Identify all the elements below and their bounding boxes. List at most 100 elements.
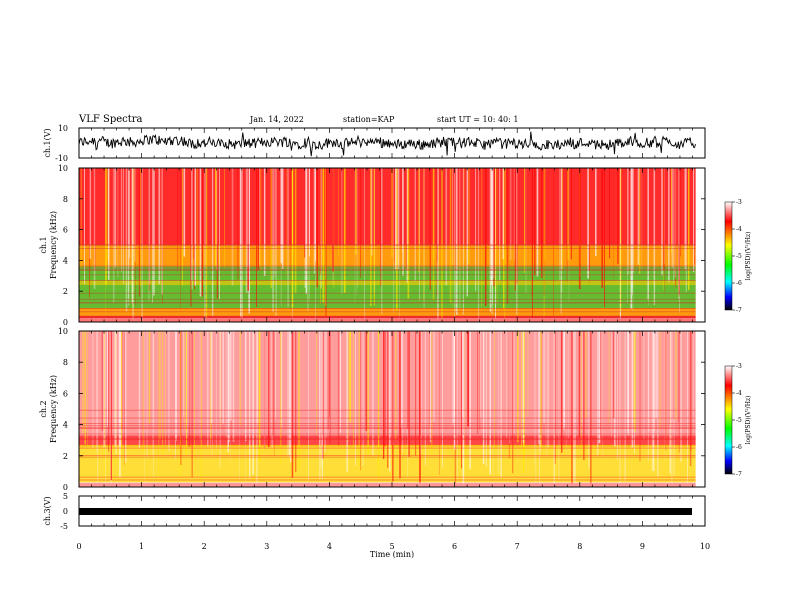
ch2-spectrogram-streak [268,331,270,448]
ch2-spectrogram-streak [657,331,659,477]
colorbar-tick--6: -6 [736,280,742,287]
ch1-spectrogram-streak [402,168,404,276]
ch1-spectrogram-streak [313,168,315,274]
ch1-spectrogram-streak [454,168,455,318]
ch2-spectrogram-streak [659,331,661,430]
ch2-spectrogram-streak [101,331,104,431]
ch2-spectrogram-streak [512,331,514,474]
ch1-spectrogram-streak [406,168,408,283]
ch1-spectrogram-streak [257,168,259,271]
ch2-spectrogram-streak [183,331,184,418]
ch2-spectrogram-streak [631,331,634,448]
ch1-spectrogram-streak [641,168,643,270]
ch1-spectrogram-streak [360,168,361,278]
ch1-spectrogram-streak [272,168,274,313]
ch2-spectrogram-line [79,427,696,429]
ch2-spectrogram-streak [424,331,426,466]
ch1-spectrogram-streak [380,168,382,287]
ch2-spectrogram-streak [509,331,510,444]
ch1-spectrogram-streak [158,168,161,285]
ch2-spectrogram-streak [188,331,190,427]
ch3-waveform-panel: 5 0 -5 ch.3(V) [43,492,706,531]
x-tick-label-7: 7 [515,542,520,551]
ch1-spectrogram-streak [559,168,561,281]
ch3-waveform-trace [79,508,692,515]
ch2-spectrogram-streak [365,331,368,431]
ch2-spectrogram-streak [613,331,615,419]
ch2-spectrogram-streak [162,331,164,454]
ch1-spectrogram-streak [534,168,536,275]
ch2-spectrogram-streak [442,331,443,468]
ch1-spectrogram-streak [304,168,306,288]
ch1-spectrogram-streak [177,168,178,273]
ch1-spectrogram-streak [495,168,496,290]
x-tick-label-0: 0 [76,542,81,551]
ch1-spectrogram-streak [140,168,141,287]
ch1-spectrogram-line [79,292,696,294]
ch1-spectrogram-bottom-strip [79,318,696,322]
ch1-spectrogram-streak [492,168,494,278]
ch2-spectrogram-streak [325,331,327,438]
ch2-spectrogram-streak [583,331,585,461]
ch2-spectrogram-streak [228,331,230,442]
ch2-spectrogram-streak [384,331,386,447]
ch1-spectrogram-streak [441,168,443,321]
ch1-spectrogram-streak [148,168,151,291]
ch1-spectrogram-streak [671,168,672,253]
ch2-colorbar-label: log(PSD)(V²/Hz) [745,396,752,445]
ch2-spectrogram-streak [114,331,116,446]
ch2-spectrogram-streak [454,331,457,487]
ch1-spectrogram-streak [153,168,155,296]
ch1-spectrogram-streak [108,168,110,280]
ch1-spectrogram-line [79,315,696,317]
ch2-spectrogram-streak [453,331,456,450]
ch2-spectrogram-streak [534,331,536,465]
ch2-spectrogram-streak [273,331,274,436]
ch1-spectrogram-streak [493,168,495,287]
ch1-spectrogram-streak [452,168,454,265]
ch2-spectrogram-streak [138,331,141,449]
ch1-spectrogram-streak [674,168,677,278]
ch2-spectrogram-streak [352,331,354,452]
ch2-spectrogram-streak [110,331,112,480]
ch1-spectrogram-streak [423,168,425,309]
ch1-spectrogram-streak [595,168,597,257]
ch1-spectrogram-streak [152,168,153,303]
ch2-spectrogram-streak [97,331,99,486]
ch2-spectrogram-streak [639,331,641,462]
ch2-spectrogram-streak [103,331,105,448]
colorbar-tick--7: -7 [736,471,742,478]
ch1-spectrogram-streak [322,168,324,304]
spectrogram-ytick-2: 2 [63,452,68,461]
ch2-spectrogram-streak [614,331,616,447]
ch1-spectrogram-streak [280,168,282,305]
figure-title: VLF Spectra [78,114,143,125]
ch1-spectrogram-line [79,302,696,304]
ch2-spectrogram-streak [546,331,548,455]
ch1-spectrogram-streak [543,168,545,296]
ch2-spectrogram-streak [535,331,537,484]
ch1-spectrogram-streak [653,168,656,305]
ch1-spectrogram-streak [259,168,260,266]
ch1-spectrogram-streak [393,168,395,313]
ch2-spectrogram-streak [678,331,680,423]
ch2-spectrogram-streak [655,331,657,419]
ch1-spectrogram-streak [196,168,198,285]
ch2-spectrogram-streak [372,331,374,456]
ch1-ylabel: ch.1(V) [43,128,52,157]
ch1-spectrogram-streak [506,168,509,304]
x-tick-label-10: 10 [700,542,710,551]
ch1-spectrogram-streak [673,168,675,283]
ch3-ytick-top: 5 [63,492,68,501]
ch2-spectrogram-streak [273,331,275,456]
ch1-spectrogram-streak [648,168,649,306]
ch2-spectrogram-bottom-strip [79,483,696,487]
ch1-spectrogram-line [79,267,696,269]
ch1-spectrogram-line [79,308,696,309]
ch2-spectrogram-line [79,409,696,411]
ch1-spectrogram-streak [292,168,294,255]
ch1-spectrogram-streak [407,168,410,299]
ch1-spectrogram-streak [456,168,458,315]
